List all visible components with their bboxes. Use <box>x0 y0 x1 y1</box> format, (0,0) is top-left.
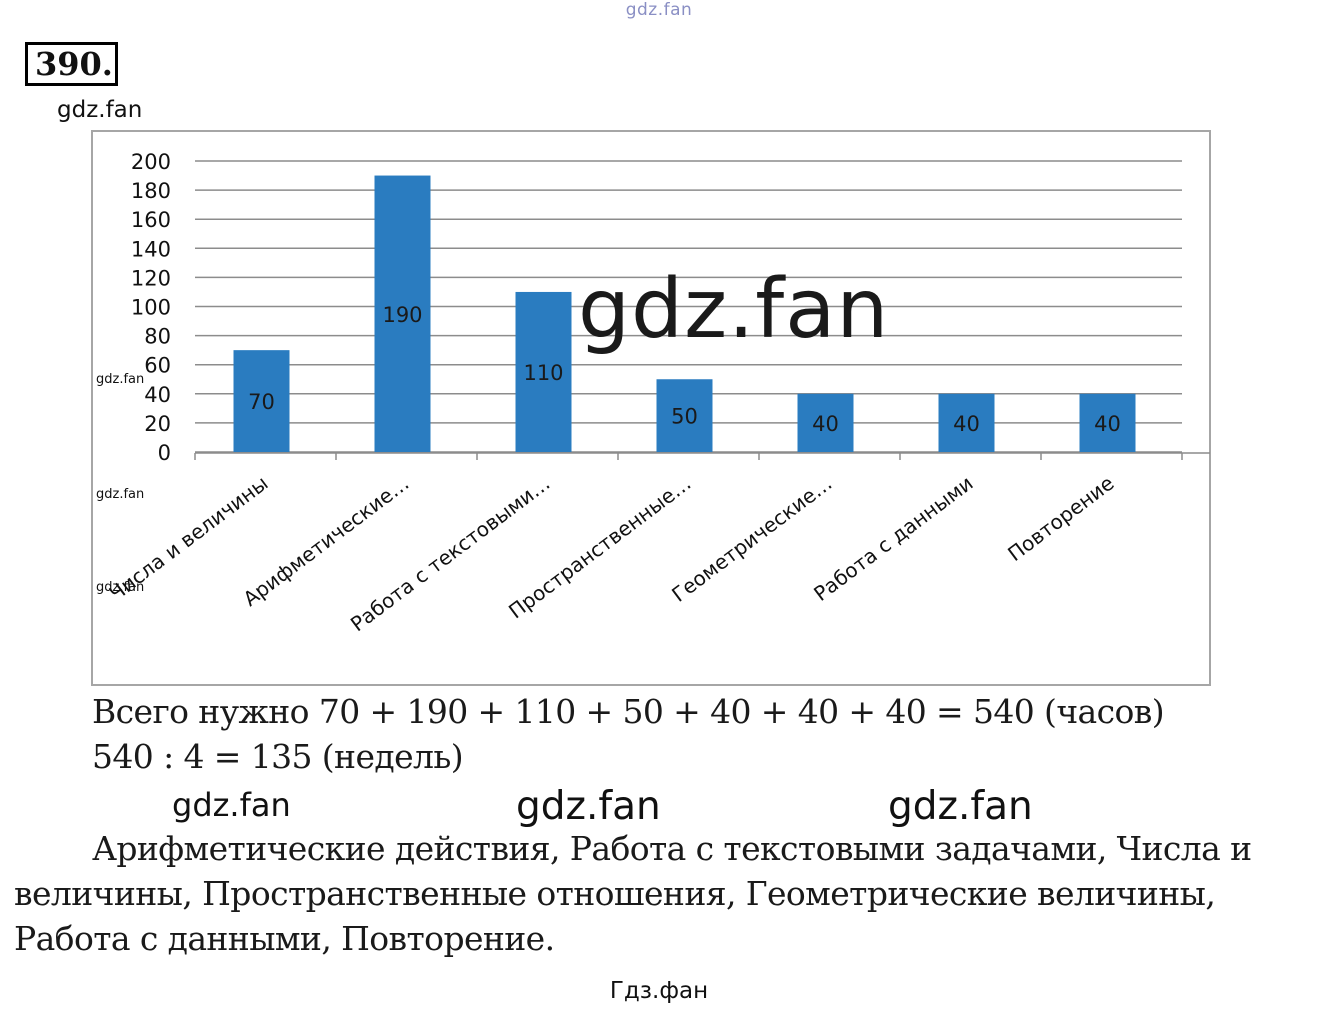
bar <box>797 393 854 452</box>
bar <box>233 350 290 452</box>
category-label: Повторение <box>1003 471 1118 566</box>
bar <box>374 175 431 453</box>
watermark-chart-center: gdz.fan <box>578 262 890 357</box>
watermark-chart-left-1: gdz.fan <box>96 372 145 387</box>
y-tick-label: 200 <box>131 150 171 174</box>
solution-sum-line: Всего нужно 70 + 190 + 110 + 50 + 40 + 4… <box>92 692 1165 731</box>
watermark-chart-left-3: gdz.fan <box>96 580 145 595</box>
task-number: 390. <box>25 42 118 86</box>
watermark-under-number: gdz.fan <box>57 97 143 123</box>
data-label: 110 <box>523 361 563 385</box>
y-tick-label: 140 <box>131 237 171 261</box>
bar <box>938 393 995 452</box>
data-label: 70 <box>248 390 275 414</box>
y-tick-label: 160 <box>131 208 171 232</box>
chart-frame <box>91 130 1211 686</box>
y-tick-label: 0 <box>158 441 171 465</box>
data-label: 50 <box>671 405 698 429</box>
y-tick-label: 120 <box>131 266 171 290</box>
watermark-mid-1: gdz.fan <box>172 786 291 824</box>
bar <box>515 291 572 452</box>
watermark-chart-left-2: gdz.fan <box>96 487 145 502</box>
y-tick-label: 180 <box>131 179 171 203</box>
data-label: 40 <box>953 412 980 436</box>
y-tick-label: 100 <box>131 296 171 320</box>
solution-division-line: 540 : 4 = 135 (недель) <box>92 737 464 776</box>
y-tick-label: 80 <box>144 325 171 349</box>
data-label: 40 <box>812 412 839 436</box>
y-tick-label: 20 <box>144 412 171 436</box>
watermark-top: gdz.fan <box>625 0 693 20</box>
data-label: 190 <box>382 303 422 327</box>
watermark-mid-2: gdz.fan <box>516 784 661 829</box>
answer-paragraph: Арифметические действия, Работа с тексто… <box>14 829 1252 958</box>
bar <box>1079 393 1136 452</box>
watermark-mid-3: gdz.fan <box>888 784 1033 829</box>
y-tick-label: 40 <box>144 383 171 407</box>
y-tick-label: 60 <box>144 354 171 378</box>
data-label: 40 <box>1094 412 1121 436</box>
bar <box>656 379 713 452</box>
watermark-bottom: Гдз.фан <box>609 978 709 1004</box>
